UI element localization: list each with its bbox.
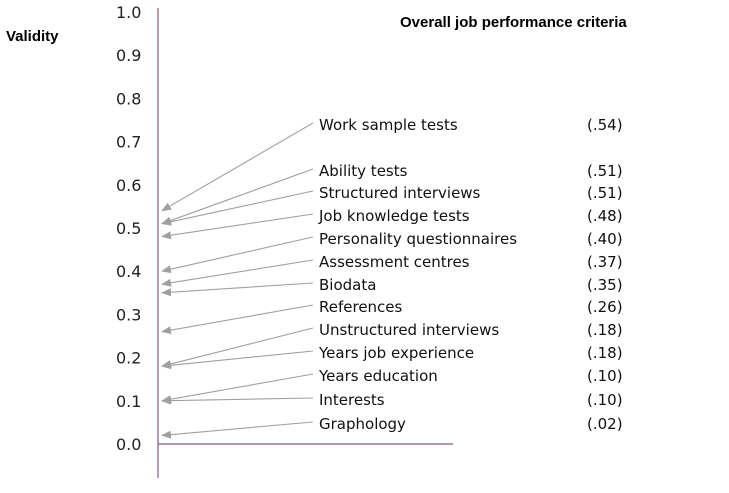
item-label: Job knowledge tests [318,207,470,225]
y-tick-label: 0.4 [116,262,141,281]
validity-arrow [161,168,314,225]
validity-arrow [161,421,314,439]
item-value: (.40) [587,230,623,248]
validity-arrow [161,373,314,404]
y-tick-label: 0.0 [116,435,141,454]
item-label: Graphology [319,415,406,433]
item-label: Biodata [319,276,376,294]
item-value: (.10) [587,391,623,409]
y-tick-label: 0.9 [116,46,141,65]
item-value: (.54) [587,116,623,134]
item-labels: Work sample tests (.54) Ability tests (.51)… [318,116,623,433]
item-value: (.02) [587,415,623,433]
arrows [161,122,314,439]
item-value: (.37) [587,253,623,271]
validity-arrow [161,396,314,405]
item-label: Unstructured interviews [319,321,499,339]
y-tick-label: 0.8 [116,89,141,108]
validity-arrow [161,236,314,274]
item-label: Years education [318,367,438,385]
item-label: Work sample tests [319,116,458,134]
y-tick-label: 0.6 [116,176,141,195]
y-tick-label: 1.0 [116,3,141,22]
validity-arrow [161,350,314,370]
chart-title: Overall job performance criteria [400,14,627,31]
item-value: (.51) [587,184,623,202]
item-value: (.18) [587,321,623,339]
validity-arrow [161,259,314,287]
validity-arrow [161,327,314,368]
item-value: (.35) [587,276,623,294]
item-label: Interests [319,391,385,409]
y-tick-labels: 0.0 0.1 0.2 0.3 0.4 0.5 0.6 0.7 0.8 0.9 1.0 [116,3,141,454]
y-axis-title: Validity [6,28,59,45]
item-label: Assessment centres [319,253,470,271]
item-label: Years job experience [318,344,474,362]
y-tick-label: 0.5 [116,219,141,238]
item-label: References [319,298,403,316]
item-value: (.26) [587,298,623,316]
item-value: (.51) [587,162,623,180]
y-tick-label: 0.7 [116,133,141,152]
item-label: Ability tests [319,162,408,180]
y-tick-label: 0.1 [116,392,141,411]
validity-arrow [161,190,314,226]
y-tick-label: 0.2 [116,349,141,368]
item-value: (.18) [587,344,623,362]
item-label: Structured interviews [319,184,481,202]
item-value: (.48) [587,207,623,225]
validity-arrow [161,213,314,240]
y-tick-label: 0.3 [116,305,141,324]
validity-arrow [161,282,314,297]
item-value: (.10) [587,367,623,385]
validity-arrow [161,304,314,335]
item-label: Personality questionnaires [319,230,517,248]
validity-arrow [161,122,314,212]
